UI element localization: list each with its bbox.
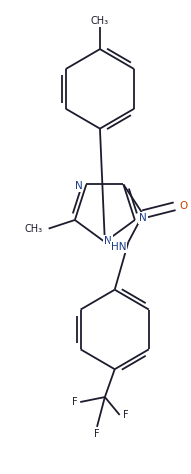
Text: CH₃: CH₃ bbox=[91, 16, 109, 26]
Text: N: N bbox=[104, 236, 112, 246]
Text: HN: HN bbox=[111, 242, 126, 252]
Text: F: F bbox=[94, 429, 100, 439]
Text: O: O bbox=[179, 201, 188, 211]
Text: CH₃: CH₃ bbox=[25, 224, 43, 234]
Text: F: F bbox=[123, 410, 128, 420]
Text: N: N bbox=[74, 182, 82, 191]
Text: F: F bbox=[71, 397, 77, 407]
Text: N: N bbox=[139, 213, 147, 223]
